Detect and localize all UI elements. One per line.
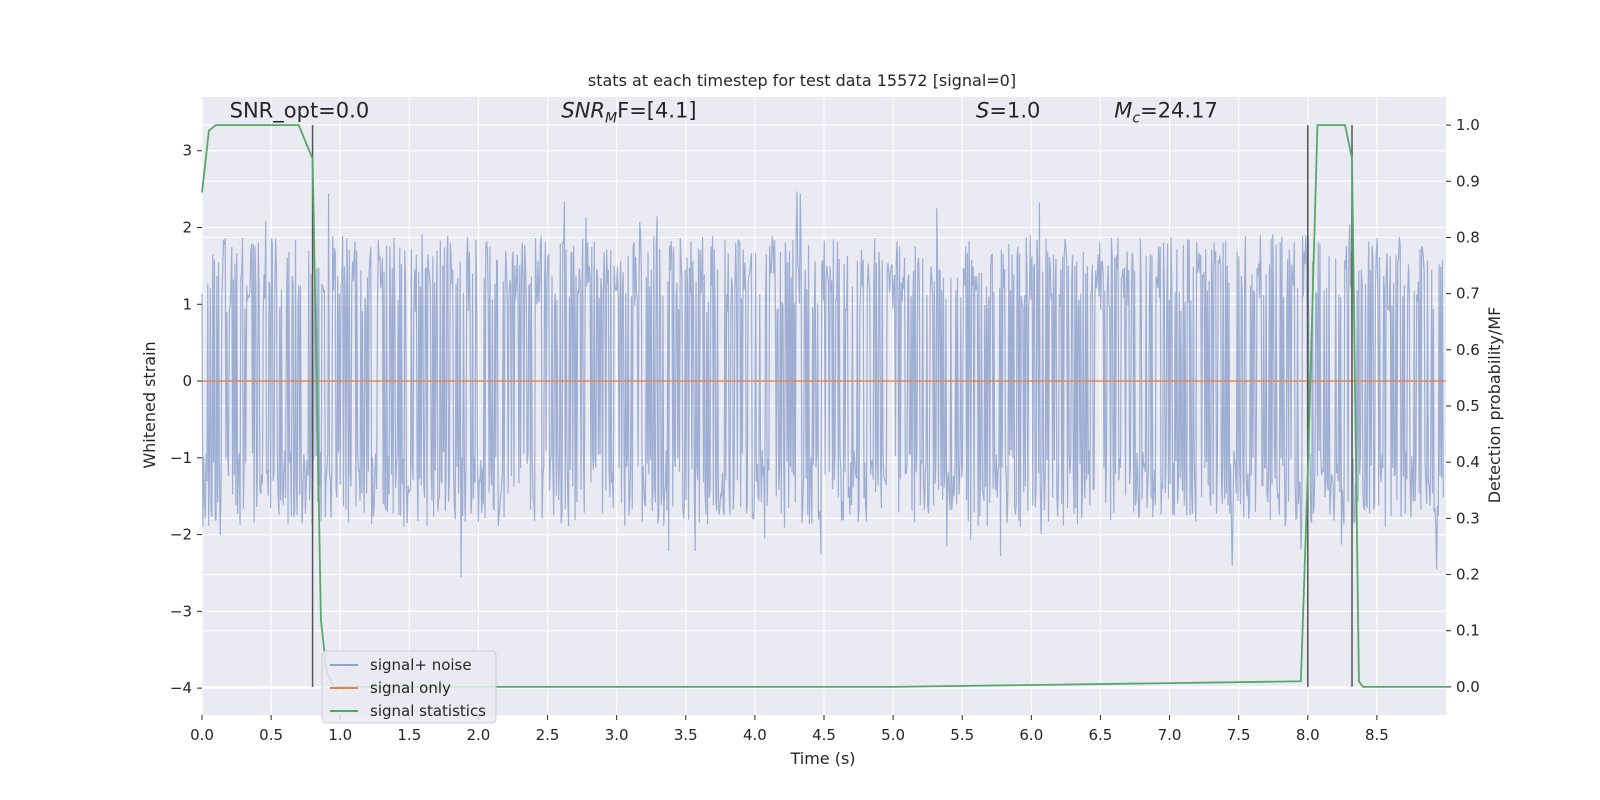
x-tick-label: 1.0 xyxy=(328,726,352,744)
y-right-tick-label: 0.0 xyxy=(1456,678,1480,696)
noise-line xyxy=(201,191,1444,578)
y-right-tick-label: 0.7 xyxy=(1456,285,1480,303)
x-tick-label: 5.0 xyxy=(881,726,905,744)
y-right-tick-label: 0.6 xyxy=(1456,341,1480,359)
y-right-tick-label: 0.3 xyxy=(1456,509,1480,527)
annotations: SNR_opt=0.0 SNRMF=[4.1] S=1.0 Mc=24.17 xyxy=(230,99,1218,127)
y-right-tick-label: 0.9 xyxy=(1456,172,1480,190)
x-tick-label: 8.0 xyxy=(1296,726,1320,744)
y-right-axis-label: Detection probability/MF xyxy=(1485,307,1504,504)
y-tick-label: 3 xyxy=(182,142,192,160)
y-axis-label: Whitened strain xyxy=(140,341,159,468)
legend-label: signal only xyxy=(370,679,451,697)
x-tick-label: 3.0 xyxy=(605,726,629,744)
x-tick-label: 8.5 xyxy=(1365,726,1389,744)
x-tick-label: 1.5 xyxy=(397,726,421,744)
y-tick-label: 1 xyxy=(182,295,192,313)
y-right-axis-ticks: 1.0 0.9 0.8 0.7 0.6 0.5 0.4 0.3 0.2 0.1 0.0 xyxy=(1446,116,1480,696)
y-tick-label: 2 xyxy=(182,219,192,237)
chart-title: stats at each timestep for test data 155… xyxy=(588,71,1016,90)
x-axis-label: Time (s) xyxy=(789,749,855,768)
legend-label: signal+ noise xyxy=(370,656,472,674)
y-right-tick-label: 0.2 xyxy=(1456,566,1480,584)
annotation-1: SNRMF=[4.1] xyxy=(561,99,696,127)
y-right-tick-label: 0.1 xyxy=(1456,622,1480,640)
annotation-2: S=1.0 xyxy=(976,99,1040,123)
x-tick-label: 3.5 xyxy=(674,726,698,744)
annotation-0: SNR_opt=0.0 xyxy=(230,99,370,124)
y-axis-ticks: 3 2 1 0 −1 −2 −3 −4 xyxy=(170,142,202,697)
y-right-tick-label: 1.0 xyxy=(1456,116,1480,134)
x-tick-label: 0.5 xyxy=(259,726,283,744)
x-tick-label: 7.5 xyxy=(1227,726,1251,744)
y-tick-label: −2 xyxy=(170,526,192,544)
y-right-tick-label: 0.8 xyxy=(1456,228,1480,246)
y-right-tick-label: 0.5 xyxy=(1456,397,1480,415)
x-tick-label: 2.0 xyxy=(467,726,491,744)
y-tick-label: 0 xyxy=(182,372,192,390)
legend: signal+ noise signal only signal statistic… xyxy=(321,650,497,724)
y-tick-label: −4 xyxy=(170,679,192,697)
x-tick-label: 4.5 xyxy=(812,726,836,744)
y-right-tick-label: 0.4 xyxy=(1456,453,1480,471)
x-axis-ticks: 0.0 0.5 1.0 1.5 2.0 2.5 3.0 3.5 4.0 4.5 5.0 5.5 6.0 6… xyxy=(190,715,1389,744)
annotation-3: Mc=24.17 xyxy=(1114,99,1218,127)
x-tick-label: 6.5 xyxy=(1089,726,1113,744)
x-tick-label: 0.0 xyxy=(190,726,214,744)
legend-box xyxy=(321,650,497,724)
series-signal-plus-noise xyxy=(201,191,1444,578)
x-tick-label: 7.0 xyxy=(1158,726,1182,744)
x-tick-label: 6.0 xyxy=(1019,726,1043,744)
legend-label: signal statistics xyxy=(370,702,486,720)
x-tick-label: 4.0 xyxy=(743,726,767,744)
x-tick-label: 5.5 xyxy=(950,726,974,744)
x-tick-label: 2.5 xyxy=(536,726,560,744)
y-tick-label: −3 xyxy=(170,602,192,620)
y-tick-label: −1 xyxy=(170,449,192,467)
